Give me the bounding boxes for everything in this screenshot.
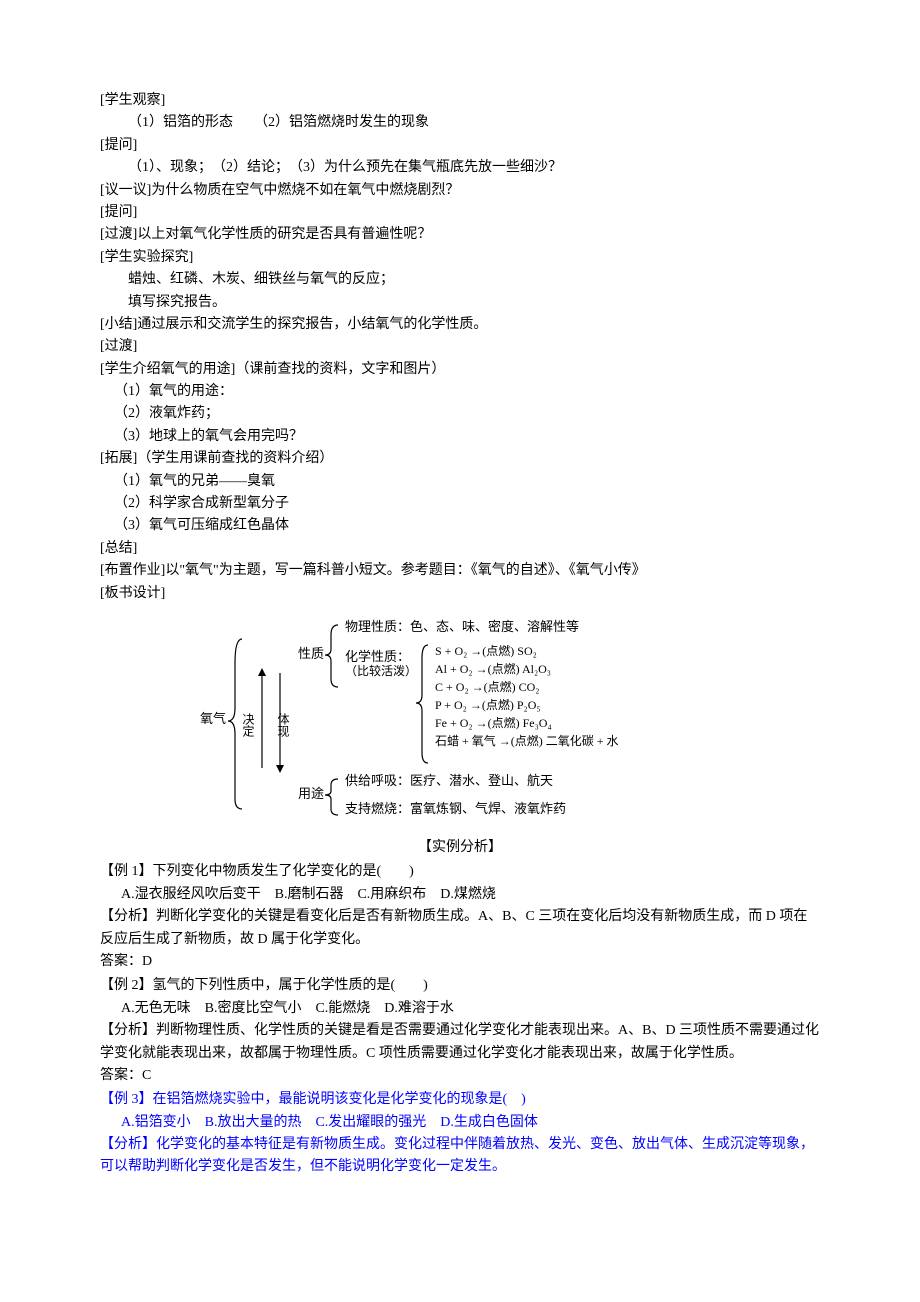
ex2-answer: 答案：C [100, 1065, 820, 1087]
diagram-eq6: 石蜡 + 氧气 →(点燃) 二氧化碳 + 水 [435, 733, 619, 748]
student-exp-label: [学生实验探究] [100, 247, 820, 269]
diagram-root: 氧气 [200, 711, 226, 726]
expand-label: [拓展]（学生用课前查找的资料介绍） [100, 448, 820, 470]
diagram-arrow-up: 决定 [241, 713, 255, 738]
use-3: （3）地球上的氧气会用完吗？ [100, 426, 820, 448]
diagram-eq5: Fe + O₂ →(点燃) Fe₃O₄ [435, 715, 552, 730]
diagram-eq3: C + O₂ →(点燃) CO₂ [435, 679, 539, 694]
student-exp-line2: 填写探究报告。 [100, 292, 820, 314]
exp-2: （2）科学家合成新型氧分子 [100, 493, 820, 515]
student-intro-label: [学生介绍氧气的用途]（课前查找的资料，文字和图片） [100, 359, 820, 381]
diagram-use-burn: 支持燃烧：富氧炼钢、气焊、液氧炸药 [345, 801, 566, 816]
use-2: （2）液氧炸药； [100, 403, 820, 425]
question-items: （1）、现象； （2）结论； （3）为什么预先在集气瓶底先放一些细沙？ [100, 157, 820, 179]
diagram-eq1: S + O₂ →(点燃) SO₂ [435, 643, 537, 658]
ex3-title: 【例 3】在铝箔燃烧实验中，最能说明该变化是化学变化的现象是( ) [100, 1089, 820, 1111]
ex1-title: 【例 1】下列变化中物质发生了化学变化的是( ) [100, 861, 820, 883]
diagram-branch1: 性质 [298, 646, 324, 661]
ex2-title: 【例 2】氢气的下列性质中，属于化学性质的是( ) [100, 975, 820, 997]
ex2-opts: A.无色无味 B.密度比空气小 C.能燃烧 D.难溶于水 [100, 998, 820, 1020]
diagram-use-breath: 供给呼吸：医疗、潜水、登山、航天 [345, 773, 553, 788]
exp-3: （3）氧气可压缩成红色晶体 [100, 515, 820, 537]
question2-label: [提问] [100, 202, 820, 224]
discuss-label: [议一议]为什么物质在空气中燃烧不如在氧气中燃烧剧烈？ [100, 180, 820, 202]
ex1-analysis: 【分析】判断化学变化的关键是看变化后是否有新物质生成。A、B、C 三项在变化后均… [100, 906, 820, 951]
ex1-opts: A.湿衣服经风吹后变干 B.磨制石器 C.用麻织布 D.煤燃烧 [100, 884, 820, 906]
transition-label: [过渡]以上对氧气化学性质的研究是否具有普遍性呢？ [100, 224, 820, 246]
student-exp-line1: 蜡烛、红磷、木炭、细铁丝与氧气的反应； [100, 269, 820, 291]
diagram-chem-note: （比较活泼） [345, 663, 417, 678]
observe-items: （1）铝箔的形态 （2）铝箔燃烧时发生的现象 [100, 112, 820, 134]
diagram-eq2: Al + O₂ →(点燃) Al₂O₃ [435, 661, 551, 676]
question-label: [提问] [100, 135, 820, 157]
diagram-caption: 【实例分析】 [100, 837, 820, 859]
diagram-branch2: 用途 [298, 786, 324, 801]
diagram-chem: 化学性质： [345, 649, 410, 664]
ex3-opts: A.铝箔变小 B.放出大量的热 C.发出耀眼的强光 D.生成白色固体 [100, 1112, 820, 1134]
ex3-analysis: 【分析】化学变化的基本特征是有新物质生成。变化过程中伴随着放热、发光、变色、放出… [100, 1134, 820, 1179]
diagram-svg: 氧气 决定 体现 性质 用途 物理性质：色、态、味、密度、溶解性等 化学性质： … [180, 613, 740, 833]
ex2-analysis: 【分析】判断物理性质、化学性质的关键是看是否需要通过化学变化才能表现出来。A、B… [100, 1020, 820, 1065]
observe-label: [学生观察] [100, 90, 820, 112]
diagram-arrow-down: 体现 [276, 713, 290, 738]
diagram-eq4: P + O₂ →(点燃) P₂O₅ [435, 697, 541, 712]
homework-label: [布置作业]以"氧气"为主题，写一篇科普小短文。参考题目：《氧气的自述》、《氧气… [100, 560, 820, 582]
transition2-label: [过渡] [100, 336, 820, 358]
summary-label: [小结]通过展示和交流学生的探究报告，小结氧气的化学性质。 [100, 314, 820, 336]
board-diagram: 氧气 决定 体现 性质 用途 物理性质：色、态、味、密度、溶解性等 化学性质： … [100, 613, 820, 833]
use-1: （1）氧气的用途： [100, 381, 820, 403]
diagram-phys: 物理性质：色、态、味、密度、溶解性等 [345, 619, 579, 634]
board-label: [板书设计] [100, 583, 820, 605]
conclude-label: [总结] [100, 538, 820, 560]
exp-1: （1）氧气的兄弟——臭氧 [100, 471, 820, 493]
ex1-answer: 答案：D [100, 951, 820, 973]
